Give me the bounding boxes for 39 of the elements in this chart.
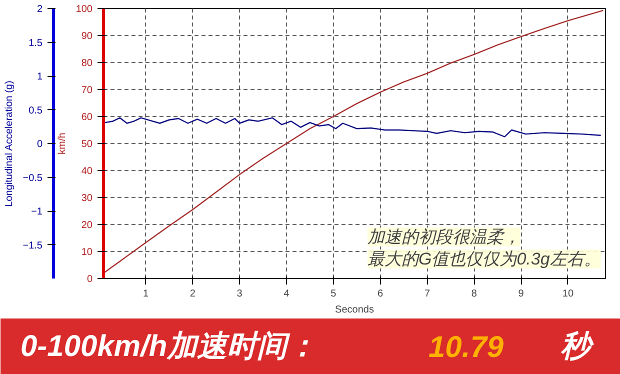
y-tick-label: 70	[81, 85, 93, 96]
y2-tick-label: 0.5	[28, 105, 43, 116]
y2-tick-label: 1	[36, 72, 43, 82]
x-tick-label: 6	[378, 288, 384, 300]
text: 秒	[560, 330, 594, 363]
y-tick-label: 90	[81, 31, 93, 42]
x-tick-label: 8	[471, 288, 478, 300]
x-axis-title: Seconds	[335, 304, 374, 316]
text: 0-100km/h加速时间：	[20, 330, 318, 363]
text: 10.79	[428, 331, 504, 364]
y2-axis-title: Longitudinal Acceleration (g)	[4, 80, 15, 207]
y2-tick-label: 0	[36, 139, 43, 150]
x-tick-label: 4	[284, 288, 290, 300]
y-tick-label: 10	[81, 247, 93, 258]
y-tick-label: 60	[81, 112, 93, 123]
line-series	[104, 117, 602, 138]
x-tick-label: 3	[236, 288, 243, 300]
y2-tick-label: −1	[31, 206, 43, 218]
y-axis-title: km/h	[56, 132, 68, 154]
y2-tick-label: −1.5	[22, 240, 43, 252]
y-tick-label: 0	[86, 274, 93, 285]
y-tick-label: 20	[81, 220, 93, 231]
y2-tick-label: 2	[36, 4, 43, 15]
annotation: 最大的G值也仅仅为0.3g左右。	[368, 250, 601, 268]
y-tick-label: 40	[81, 166, 93, 177]
x-tick-label: 5	[330, 288, 337, 300]
annotation: 加速的初段很温柔，	[368, 228, 520, 246]
x-tick-label: 2	[190, 288, 196, 300]
y-tick-label: 30	[81, 193, 93, 204]
line-series	[104, 10, 604, 274]
y2-tick-label: 1.5	[28, 38, 43, 49]
y-tick-label: 80	[81, 58, 93, 69]
x-tick-label: 10	[562, 288, 574, 300]
y2-tick-label: −0.5	[22, 172, 43, 184]
x-tick-label: 9	[518, 288, 524, 300]
x-tick-label: 1	[142, 288, 149, 300]
y-tick-label: 100	[76, 4, 93, 15]
x-tick-label: 7	[424, 288, 430, 300]
y-tick-label: 50	[81, 139, 93, 150]
